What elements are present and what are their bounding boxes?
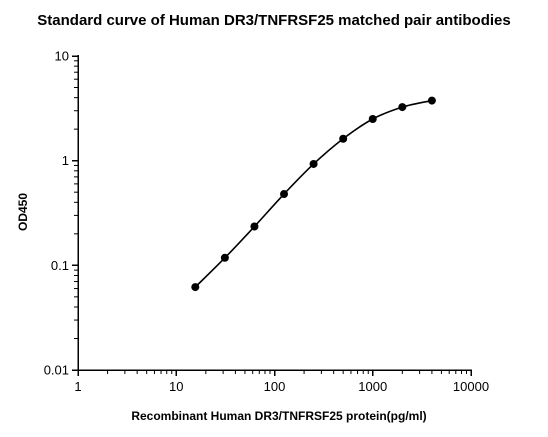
y-tick-label: 0.1 bbox=[51, 258, 69, 273]
x-tick-label: 10 bbox=[169, 379, 183, 394]
axes bbox=[77, 55, 472, 371]
points-layer bbox=[191, 96, 436, 292]
chart-title: Standard curve of Human DR3/TNFRSF25 mat… bbox=[37, 12, 511, 29]
data-point bbox=[427, 96, 436, 105]
data-point bbox=[339, 134, 348, 143]
fitted-curve bbox=[194, 99, 433, 288]
y-tick-label: 10 bbox=[55, 49, 69, 64]
data-point bbox=[309, 159, 318, 168]
data-point bbox=[280, 190, 289, 199]
x-tick-label: 1 bbox=[74, 379, 81, 394]
x-tick-label: 1000 bbox=[358, 379, 387, 394]
x-tick-label: 10000 bbox=[453, 379, 489, 394]
y-tick-label: 1 bbox=[62, 153, 69, 168]
data-point bbox=[191, 283, 200, 292]
y-tick-label: 0.01 bbox=[44, 363, 69, 378]
data-point bbox=[368, 115, 377, 124]
y-axis-label: OD450 bbox=[16, 193, 30, 231]
data-point bbox=[250, 222, 259, 231]
x-axis-label: Recombinant Human DR3/TNFRSF25 protein(p… bbox=[131, 409, 426, 423]
data-point bbox=[220, 253, 229, 262]
ticks: 1 10 100 1000 10000 0.01 0.1 1 10 bbox=[44, 49, 489, 395]
curve-layer bbox=[194, 99, 433, 288]
data-point bbox=[398, 103, 407, 112]
x-tick-label: 100 bbox=[264, 379, 286, 394]
